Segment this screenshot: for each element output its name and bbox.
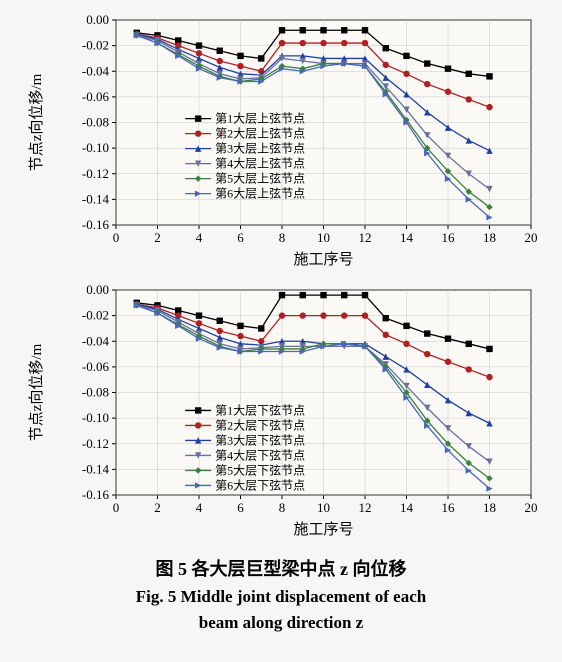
svg-text:第4大层上弦节点: 第4大层上弦节点 xyxy=(215,156,305,171)
svg-text:节点z向位移/m: 节点z向位移/m xyxy=(28,343,45,441)
svg-text:2: 2 xyxy=(154,500,161,515)
svg-text:14: 14 xyxy=(400,230,414,245)
svg-text:第3大层下弦节点: 第3大层下弦节点 xyxy=(215,432,305,447)
svg-text:第6大层下弦节点: 第6大层下弦节点 xyxy=(215,477,305,492)
svg-text:-0.08: -0.08 xyxy=(82,115,109,130)
svg-text:节点z向位移/m: 节点z向位移/m xyxy=(28,73,45,171)
svg-text:0: 0 xyxy=(113,500,120,515)
svg-text:6: 6 xyxy=(237,230,244,245)
svg-text:6: 6 xyxy=(237,500,244,515)
svg-text:第2大层上弦节点: 第2大层上弦节点 xyxy=(215,126,305,141)
svg-text:-0.16: -0.16 xyxy=(82,217,110,232)
svg-text:8: 8 xyxy=(279,230,286,245)
svg-text:18: 18 xyxy=(483,230,496,245)
figure-container: 024681012141618200.00-0.02-0.04-0.06-0.0… xyxy=(10,10,552,633)
svg-text:0.00: 0.00 xyxy=(86,12,109,27)
svg-text:12: 12 xyxy=(359,500,372,515)
svg-text:20: 20 xyxy=(525,230,538,245)
svg-text:10: 10 xyxy=(317,230,330,245)
svg-text:-0.04: -0.04 xyxy=(82,63,110,78)
svg-text:-0.06: -0.06 xyxy=(82,89,110,104)
svg-text:-0.16: -0.16 xyxy=(82,487,110,502)
svg-text:12: 12 xyxy=(359,230,372,245)
svg-text:-0.04: -0.04 xyxy=(82,333,110,348)
svg-text:-0.02: -0.02 xyxy=(82,38,109,53)
caption-english-line2: beam along direction z xyxy=(10,613,552,633)
svg-text:第2大层下弦节点: 第2大层下弦节点 xyxy=(215,417,305,432)
svg-text:16: 16 xyxy=(442,500,456,515)
chart-top: 0 2 4 6 8 10 12 14 16 18 20 0.00 -0.02 -0.04 -0.06 -0.0… xyxy=(21,10,541,270)
svg-text:-0.14: -0.14 xyxy=(82,191,110,206)
svg-text:18: 18 xyxy=(483,500,496,515)
svg-text:0.00: 0.00 xyxy=(86,282,109,297)
svg-text:第5大层上弦节点: 第5大层上弦节点 xyxy=(215,171,305,186)
svg-text:10: 10 xyxy=(317,500,330,515)
chart-bottom: 0 2 4 6 8 10 12 14 16 18 20 0.00 -0.02 -0.04 -0.06 -0.0… xyxy=(21,280,541,540)
svg-text:0: 0 xyxy=(113,230,120,245)
svg-text:第4大层下弦节点: 第4大层下弦节点 xyxy=(215,447,305,462)
svg-text:-0.02: -0.02 xyxy=(82,308,109,323)
svg-text:第5大层下弦节点: 第5大层下弦节点 xyxy=(215,462,305,477)
svg-text:4: 4 xyxy=(196,500,203,515)
svg-text:第1大层下弦节点: 第1大层下弦节点 xyxy=(215,402,305,417)
svg-text:2: 2 xyxy=(154,230,161,245)
svg-text:4: 4 xyxy=(196,230,203,245)
svg-text:第1大层上弦节点: 第1大层上弦节点 xyxy=(215,111,305,126)
svg-text:第6大层上弦节点: 第6大层上弦节点 xyxy=(215,186,305,201)
svg-text:-0.10: -0.10 xyxy=(82,140,109,155)
svg-text:-0.12: -0.12 xyxy=(82,436,109,451)
svg-text:8: 8 xyxy=(279,500,286,515)
svg-text:16: 16 xyxy=(442,230,456,245)
svg-text:-0.08: -0.08 xyxy=(82,385,109,400)
svg-text:20: 20 xyxy=(525,500,538,515)
svg-text:14: 14 xyxy=(400,500,414,515)
svg-text:-0.14: -0.14 xyxy=(82,461,110,476)
svg-text:-0.06: -0.06 xyxy=(82,359,110,374)
caption-chinese: 图 5 各大层巨型梁中点 z 向位移 xyxy=(10,555,552,581)
figure-caption: 图 5 各大层巨型梁中点 z 向位移 Fig. 5 Middle joint d… xyxy=(10,555,552,633)
svg-text:-0.12: -0.12 xyxy=(82,166,109,181)
svg-text:第3大层上弦节点: 第3大层上弦节点 xyxy=(215,141,305,156)
caption-english-line1: Fig. 5 Middle joint displacement of each xyxy=(10,587,552,607)
svg-text:施工序号: 施工序号 xyxy=(293,251,353,268)
svg-text:-0.10: -0.10 xyxy=(82,410,109,425)
svg-text:施工序号: 施工序号 xyxy=(293,521,353,538)
